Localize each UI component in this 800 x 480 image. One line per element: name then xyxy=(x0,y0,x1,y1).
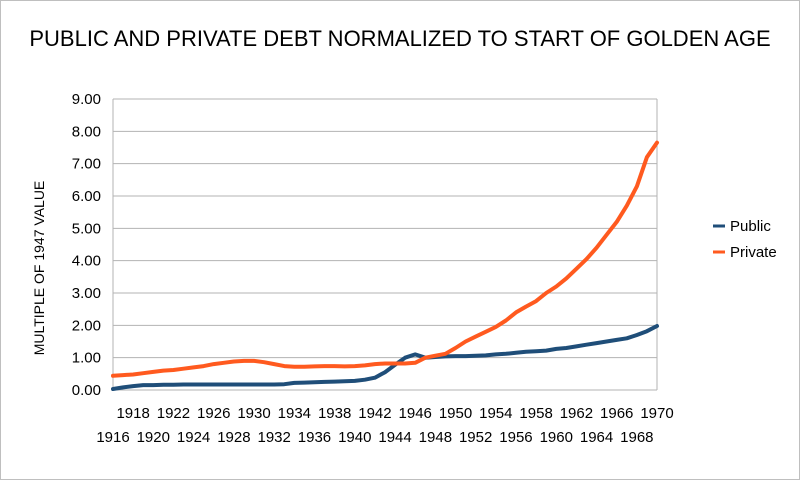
x-tick-label: 1946 xyxy=(399,405,432,422)
grid-lines xyxy=(112,98,658,391)
y-tick-label: 7.00 xyxy=(72,156,101,173)
x-tick-label: 1962 xyxy=(560,405,593,422)
x-tick-label: 1970 xyxy=(640,405,673,422)
series-lines xyxy=(111,140,659,391)
series-line-private xyxy=(111,140,659,378)
x-tick-label: 1926 xyxy=(197,405,230,422)
y-tick-label: 9.00 xyxy=(72,91,101,108)
y-tick-label: 3.00 xyxy=(72,285,101,302)
x-tick-label: 1960 xyxy=(540,429,573,446)
x-tick-label: 1954 xyxy=(479,405,512,422)
x-tick-label: 1924 xyxy=(177,429,210,446)
y-tick-label: 1.00 xyxy=(72,350,101,367)
y-tick-label: 5.00 xyxy=(72,220,101,237)
x-tick-label: 1916 xyxy=(96,429,129,446)
legend-label-public: Public xyxy=(730,218,771,235)
x-tick-label: 1942 xyxy=(358,405,391,422)
y-axis-label: MULTIPLE OF 1947 VALUE xyxy=(31,181,47,356)
x-tick-label: 1944 xyxy=(378,429,411,446)
x-tick-label: 1956 xyxy=(499,429,532,446)
y-tick-label: 2.00 xyxy=(72,317,101,334)
x-tick-label: 1940 xyxy=(338,429,371,446)
x-tick-label: 1952 xyxy=(459,429,492,446)
x-tick-label: 1934 xyxy=(278,405,311,422)
x-tick-label: 1968 xyxy=(620,429,653,446)
x-tick-label: 1936 xyxy=(298,429,331,446)
x-tick-label: 1966 xyxy=(600,405,633,422)
legend-label-private: Private xyxy=(730,244,777,261)
x-tick-label: 1920 xyxy=(137,429,170,446)
chart-title: PUBLIC AND PRIVATE DEBT NORMALIZED TO ST… xyxy=(29,26,770,51)
x-tick-label: 1928 xyxy=(217,429,250,446)
series-line-public xyxy=(111,324,659,391)
x-axis-ticks: 1918 1922 1926 1930 1934 1938 1942 1946 1950 1954… xyxy=(96,405,673,446)
y-tick-label: 0.00 xyxy=(72,382,101,399)
x-tick-label: 1932 xyxy=(257,429,290,446)
y-tick-label: 8.00 xyxy=(72,123,101,140)
x-tick-label: 1964 xyxy=(580,429,613,446)
legend: Public Private xyxy=(713,218,777,261)
x-tick-label: 1938 xyxy=(318,405,351,422)
x-tick-label: 1948 xyxy=(419,429,452,446)
y-axis-ticks: 0.00 1.00 2.00 3.00 4.00 5.00 6.00 7.00 8.00 9.00 xyxy=(72,91,101,399)
x-tick-label: 1918 xyxy=(116,405,149,422)
x-tick-label: 1930 xyxy=(237,405,270,422)
x-tick-label: 1922 xyxy=(157,405,190,422)
y-tick-label: 6.00 xyxy=(72,188,101,205)
y-tick-label: 4.00 xyxy=(72,253,101,270)
x-tick-label: 1958 xyxy=(519,405,552,422)
x-tick-label: 1950 xyxy=(439,405,472,422)
